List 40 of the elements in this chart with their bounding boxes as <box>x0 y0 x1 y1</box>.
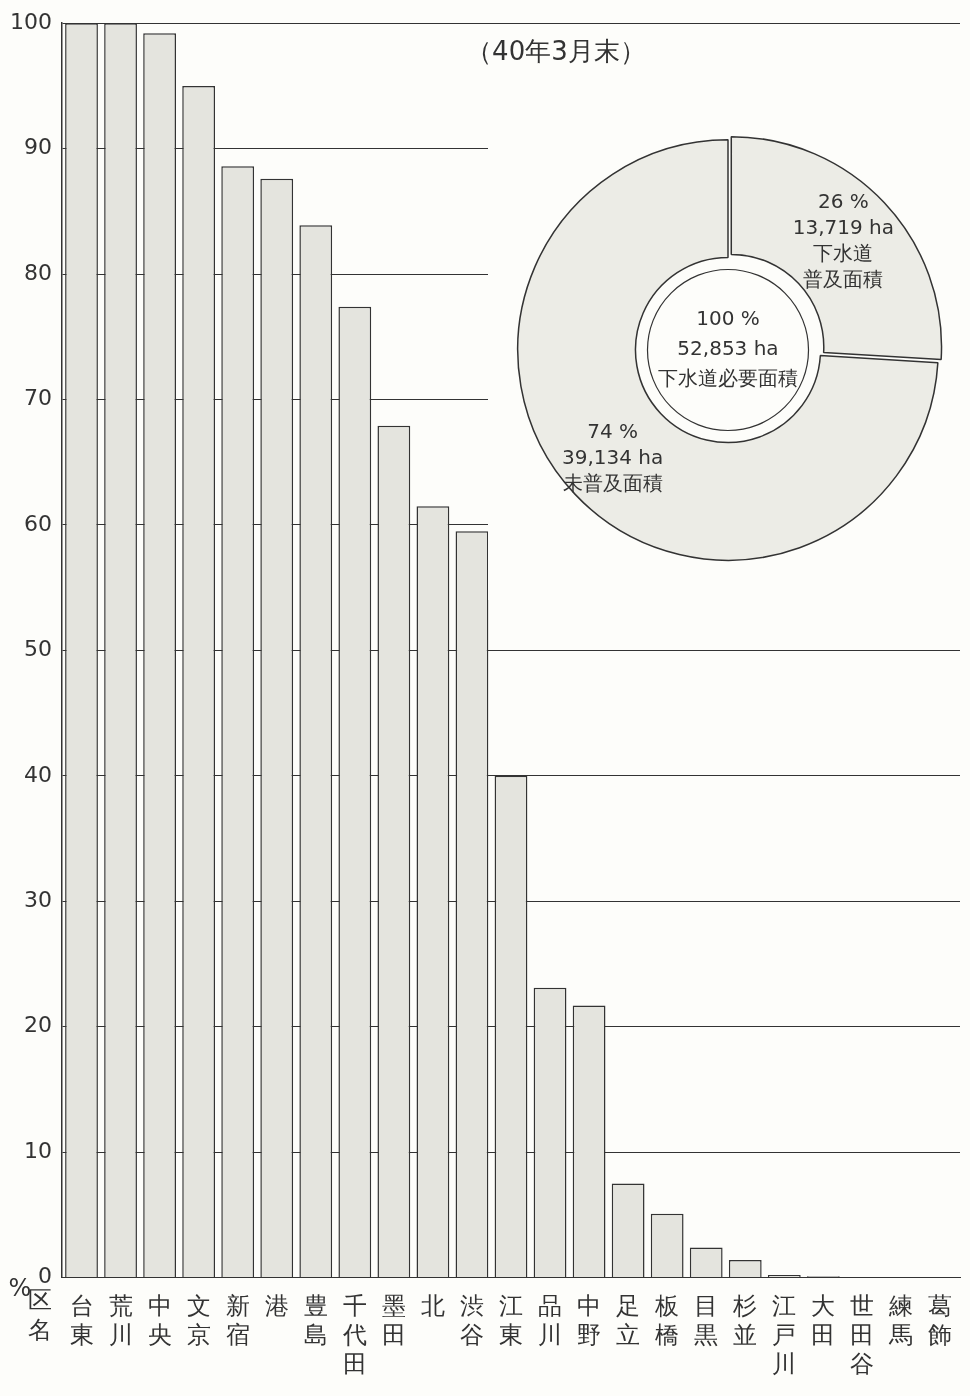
y-tick-label: 100 <box>9 8 52 34</box>
x-tick-label: 品川 <box>538 1292 563 1350</box>
x-tick-label: 大田 <box>811 1292 836 1350</box>
x-tick-label: 世田谷 <box>850 1292 875 1378</box>
x-tick-label: 渋谷 <box>459 1292 484 1350</box>
slice-label: 下水道普及面積 <box>803 240 884 291</box>
y-tick-label: 70 <box>23 385 52 411</box>
y-tick-label: 40 <box>23 761 52 787</box>
annotation: 100 % 52,853 ha 下水道必要面積 <box>658 306 798 391</box>
x-tick-label: 千代田 <box>341 1292 367 1378</box>
y-tick-label: 30 <box>23 887 52 912</box>
y-tick-label: 20 <box>23 1012 52 1038</box>
y-tick-label: 90 <box>23 134 52 160</box>
slice-label: 未普及面積 <box>562 470 663 495</box>
y-tick-label: 60 <box>23 510 52 536</box>
x-tick-label: 北 <box>420 1292 445 1321</box>
x-tick-label: 足立 <box>616 1292 641 1350</box>
y-tick-label: 0 <box>37 1263 52 1289</box>
x-tick-label: 練馬 <box>888 1292 914 1350</box>
x-tick-label: 目黒 <box>694 1292 719 1350</box>
x-tick-label: 杉並 <box>732 1292 758 1350</box>
x-tick-label: 墨田 <box>381 1292 406 1350</box>
y-tick-label: 10 <box>23 1137 52 1163</box>
x-tick-label: 板橋 <box>654 1292 680 1350</box>
data-label: 26 % 13,719 ha <box>792 188 894 239</box>
x-tick-label: 葛飾 <box>928 1292 953 1350</box>
data-label: 74 % 39,134 ha <box>562 418 664 469</box>
y-tick-label: 80 <box>23 259 52 285</box>
x-tick-label: 新宿 <box>225 1292 250 1350</box>
x-tick-label: 江東 <box>499 1292 523 1350</box>
x-tick-label: 豊島 <box>303 1292 328 1350</box>
x-tick-label: 中央 <box>147 1292 172 1350</box>
x-tick-label: 台東 <box>69 1292 94 1350</box>
x-tick-label: 中野 <box>577 1292 602 1350</box>
x-tick-label: 港 <box>264 1292 289 1321</box>
x-tick-label: 荒川 <box>108 1292 133 1350</box>
y-tick-label: 50 <box>23 636 52 662</box>
text: （40年3月末） <box>466 35 646 66</box>
x-tick-label: 文京 <box>186 1292 211 1350</box>
x-tick-label: 江戸川 <box>772 1292 797 1378</box>
